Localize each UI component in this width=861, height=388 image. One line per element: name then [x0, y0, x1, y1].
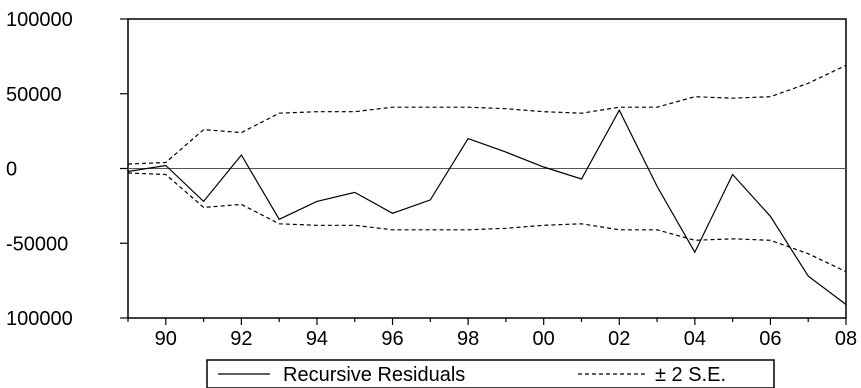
- legend-box: [206, 359, 775, 388]
- legend: Recursive Residuals ± 2 S.E.: [206, 359, 775, 388]
- y-tick-label: 100000: [6, 9, 73, 31]
- x-tick-label: 98: [457, 328, 479, 350]
- x-tick-label: 08: [835, 328, 857, 350]
- x-tick-label: 00: [533, 328, 555, 350]
- legend-label-recursive-residuals: Recursive Residuals: [283, 364, 465, 386]
- legend-label-se-band: ± 2 S.E.: [655, 364, 726, 386]
- x-tick-label: 04: [684, 328, 706, 350]
- y-tick-label: 50000: [6, 84, 62, 106]
- series-line-upper-2se: [127, 64, 847, 165]
- x-tick-label: 94: [306, 328, 328, 350]
- x-tick-label: 90: [155, 328, 177, 350]
- x-tick-label: 96: [381, 328, 403, 350]
- series-line-recursive-residuals: [127, 108, 847, 305]
- series-layer: [127, 64, 847, 305]
- y-tick-label: 100000: [6, 308, 73, 330]
- x-axis: 90 92 94 96 98 00 02 04 06 08: [127, 318, 857, 350]
- y-axis: 100000 50000 0 -50000 100000: [6, 9, 128, 330]
- y-tick-label: -50000: [6, 233, 68, 255]
- series-line-lower-2se: [127, 172, 847, 273]
- y-tick-label: 0: [6, 159, 17, 181]
- x-tick-label: 02: [608, 328, 630, 350]
- x-tick-label: 92: [230, 328, 252, 350]
- x-tick-label: 06: [759, 328, 781, 350]
